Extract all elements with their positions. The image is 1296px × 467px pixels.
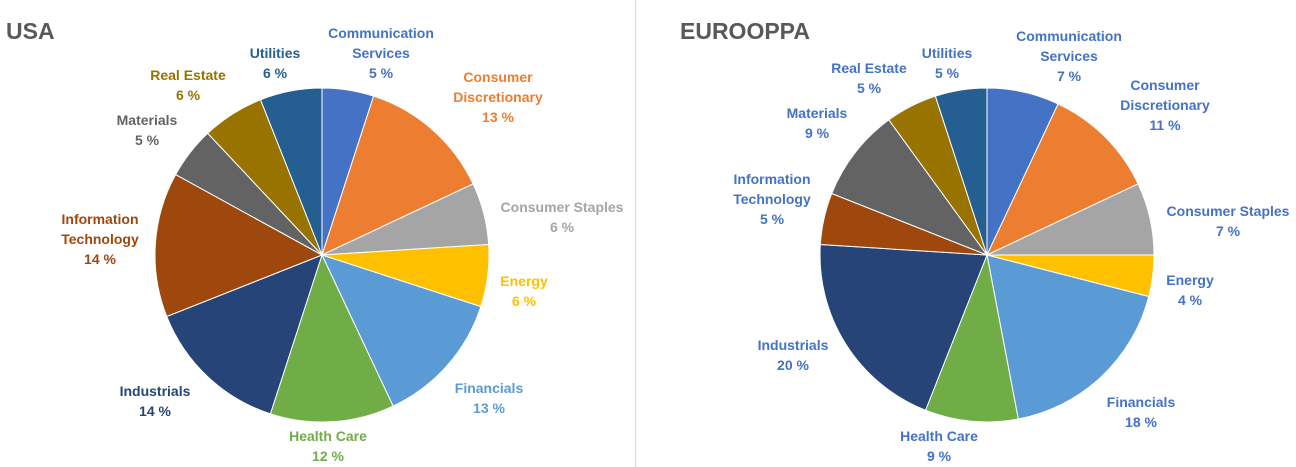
data-label-europe-health-care: Health Care 9 % — [900, 428, 978, 464]
data-label-usa-information-technology: Information Technology 14 % — [61, 211, 139, 267]
data-label-europe-consumer-staples: Consumer Staples 7 % — [1167, 203, 1290, 239]
data-label-europe-consumer-discretionary: Consumer Discretionary 11 % — [1120, 77, 1210, 133]
data-label-usa-utilities: Utilities 6 % — [250, 45, 301, 81]
chart-title-europe: EUROOPPA — [680, 18, 810, 44]
data-label-europe-energy: Energy 4 % — [1166, 272, 1214, 308]
pie-slice-usa-utilities — [259, 87, 323, 256]
data-label-usa-financials: Financials 13 % — [455, 380, 524, 416]
data-label-europe-real-estate: Real Estate 5 % — [831, 60, 907, 96]
pie-slice-usa-health-care — [269, 253, 394, 423]
data-label-europe-materials: Materials 9 % — [787, 105, 848, 141]
data-label-usa-communication-services: Communication Services 5 % — [328, 25, 434, 81]
pie-slice-usa-information-technology — [154, 173, 324, 318]
data-label-usa-consumer-discretionary: Consumer Discretionary 13 % — [453, 69, 543, 125]
data-label-usa-health-care: Health Care 12 % — [289, 428, 367, 464]
data-label-usa-real-estate: Real Estate 6 % — [150, 67, 226, 103]
pie-slice-usa-financials — [321, 254, 482, 407]
pie-slice-usa-industrials — [166, 254, 323, 415]
pie-slice-europe-industrials — [819, 243, 988, 411]
pie-slice-europe-consumer-discretionary — [985, 103, 1139, 257]
data-label-usa-consumer-staples: Consumer Staples 6 % — [501, 199, 624, 235]
pie-europe: Communication Services 7 %Consumer Discreti… — [733, 28, 1289, 464]
pie-slice-europe-financials — [986, 254, 1150, 420]
data-label-usa-materials: Materials 5 % — [117, 112, 178, 148]
pie-slice-europe-materials — [831, 119, 989, 257]
data-label-usa-energy: Energy 6 % — [500, 273, 548, 309]
chart-title-usa: USA — [6, 18, 55, 44]
data-label-europe-information-technology: Information Technology 5 % — [733, 171, 811, 227]
data-label-europe-utilities: Utilities 5 % — [922, 45, 973, 81]
data-label-europe-communication-services: Communication Services 7 % — [1016, 28, 1122, 84]
pie-slice-europe-health-care — [924, 253, 1019, 423]
pie-slice-usa-consumer-discretionary — [321, 95, 474, 256]
pie-usa: Communication Services 5 % Consumer Discreti… — [61, 25, 623, 464]
chart-divider — [635, 0, 636, 467]
pie-slice-europe-utilities — [934, 87, 988, 256]
data-label-europe-industrials: Industrials 20 % — [758, 337, 829, 373]
data-label-usa-industrials: Industrials 14 % — [120, 383, 191, 419]
data-label-europe-financials: Financials 18 % — [1107, 394, 1176, 430]
